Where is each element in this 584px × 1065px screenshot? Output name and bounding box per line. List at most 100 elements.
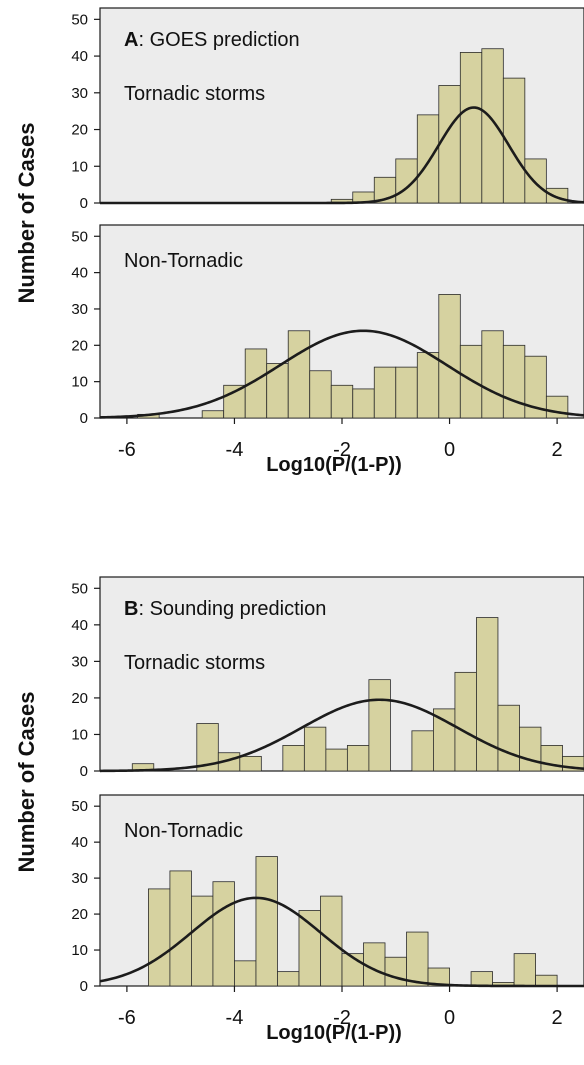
histogram-bar (395, 366, 418, 419)
histogram-bar (223, 384, 246, 419)
histogram-bar (255, 856, 278, 987)
histogram-bar (169, 870, 192, 987)
histogram-bar (459, 52, 483, 204)
histogram-bar (368, 679, 391, 772)
panel-letter: A (124, 29, 138, 51)
y-tick-label: 30 (71, 653, 88, 670)
x-tick-label: -4 (226, 1007, 244, 1029)
histogram-bar (352, 388, 375, 419)
histogram-bar (147, 888, 171, 987)
histogram-bar (476, 617, 499, 772)
histogram-bar (212, 881, 235, 987)
histogram-bar (309, 370, 332, 419)
y-tick-label: 40 (71, 617, 88, 634)
panel-2: 0 10 20 30 40 50 Non-Tornadic (71, 794, 584, 995)
histogram-bar (497, 704, 520, 772)
normal-fit-curve (99, 329, 584, 419)
histogram-bar (502, 77, 526, 204)
panel-subtitle: Non-Tornadic (124, 250, 243, 272)
y-tick-label: 20 (71, 337, 88, 354)
histogram-bar (438, 294, 461, 419)
x-tick-label: 2 (552, 439, 563, 461)
panel-letter: B (124, 598, 138, 620)
y-tick-label: 40 (71, 48, 88, 65)
y-tick-label: 20 (71, 906, 88, 923)
histogram-bar (416, 114, 440, 204)
panel-subtitle: Non-Tornadic (124, 820, 243, 842)
y-tick-label: 0 (80, 763, 88, 780)
panel-title-text: : Sounding prediction (138, 598, 326, 620)
histogram-bar (545, 395, 569, 419)
x-axis-label: Log10(P/(1-P)) (266, 454, 402, 476)
x-axis-label: Log10(P/(1-P)) (266, 1022, 402, 1044)
x-tick-label: -4 (226, 439, 244, 461)
histogram-bar (201, 410, 225, 419)
y-tick-label: 10 (71, 726, 88, 743)
histogram-bar (330, 384, 354, 419)
panel-title: A: GOES prediction (124, 29, 300, 51)
y-tick-label: 10 (71, 158, 88, 175)
y-tick-label: 20 (71, 690, 88, 707)
histogram-bar (196, 723, 219, 772)
histogram-bar (513, 953, 537, 987)
y-tick-label: 0 (80, 195, 88, 212)
normal-fit-curve (99, 896, 584, 988)
x-tick-label: -2 (333, 439, 351, 461)
histogram-bar (524, 355, 547, 419)
histogram-bar (191, 895, 214, 987)
histogram-bar (239, 755, 262, 772)
y-tick-label: 0 (80, 410, 88, 427)
histogram-bar (406, 931, 429, 987)
histogram-bar (384, 956, 407, 987)
x-tick-label: 2 (552, 1007, 563, 1029)
y-tick-label: 30 (71, 870, 88, 887)
histogram-bar (454, 671, 477, 772)
y-tick-label: 20 (71, 122, 88, 139)
y-tick-label: 40 (71, 834, 88, 851)
histogram-bar (459, 344, 483, 419)
histogram-bar (524, 158, 547, 204)
histogram-bar (298, 910, 321, 987)
panel-1: 0 10 20 30 40 50 B: Sounding prediction Tornadi… (71, 576, 584, 780)
y-tick-label: 50 (71, 228, 88, 245)
panel-2: 0 10 20 30 40 50 Non-Tornadic (71, 224, 584, 427)
x-tick-label: -6 (118, 1007, 136, 1029)
histogram-bar (438, 85, 461, 204)
panel-title: B: Sounding prediction (124, 598, 326, 620)
histogram-bar (481, 48, 504, 204)
y-tick-label: 50 (71, 798, 88, 815)
histogram-bar (282, 745, 305, 772)
x-tick-label: 0 (444, 439, 455, 461)
y-tick-label: 10 (71, 942, 88, 959)
y-axis-label: Number of Cases (14, 692, 39, 873)
y-axis-label: Number of Cases (14, 123, 39, 304)
histogram-bar (411, 730, 434, 772)
histogram-bar (303, 726, 327, 772)
histogram-bar (325, 748, 348, 772)
histogram-bar (373, 366, 397, 419)
panel-subtitle: Tornadic storms (124, 83, 265, 105)
normal-fit-curve (100, 106, 584, 205)
y-tick-label: 0 (80, 978, 88, 995)
histogram-bar (234, 960, 257, 987)
histogram-bar (502, 344, 526, 419)
y-tick-label: 50 (71, 11, 88, 28)
y-tick-label: 10 (71, 374, 88, 391)
histogram-bar (519, 726, 542, 772)
panel-title-text: : GOES prediction (138, 29, 299, 51)
y-tick-label: 30 (71, 85, 88, 102)
histogram-bar (470, 971, 493, 987)
y-tick-label: 50 (71, 580, 88, 597)
histogram-bar (433, 708, 456, 772)
histogram-bar (287, 330, 311, 419)
histogram-bar (277, 971, 300, 987)
normal-fit-curve (99, 698, 584, 773)
x-tick-label: -6 (118, 439, 136, 461)
x-tick-label: 0 (444, 1007, 455, 1029)
histogram-bar (416, 352, 440, 419)
panel-1: 0 10 20 30 40 50 A: GOES prediction Tornadic st… (71, 7, 584, 212)
y-tick-label: 30 (71, 301, 88, 318)
